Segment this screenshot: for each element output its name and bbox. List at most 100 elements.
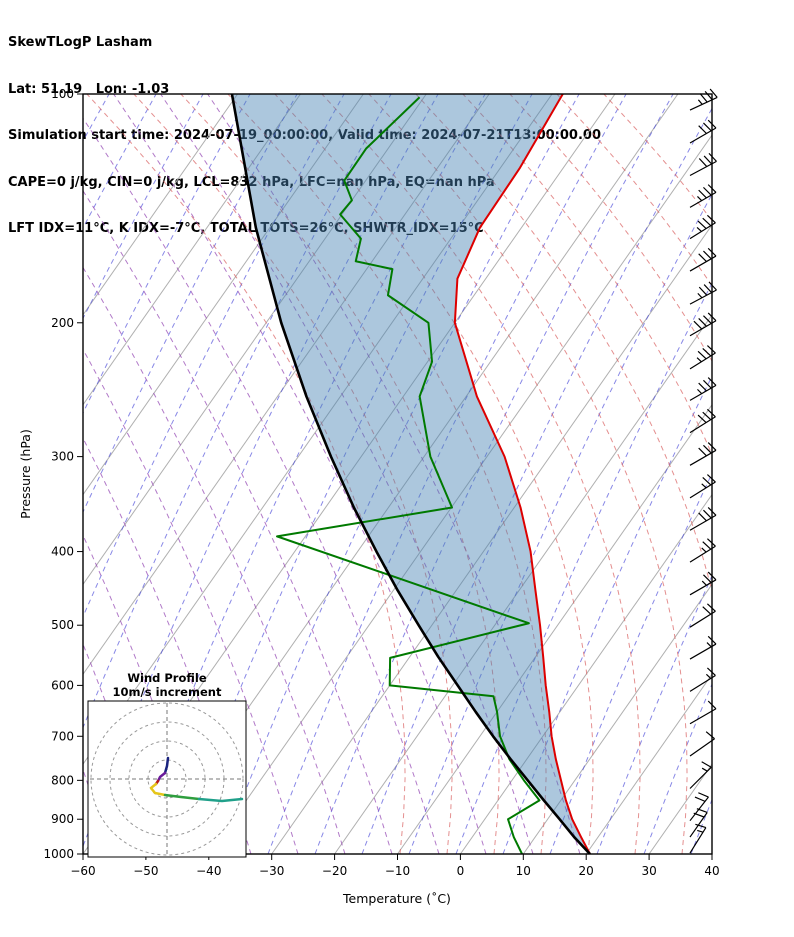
isotherm-line [522, 583, 712, 854]
dry-adiabat-line [83, 266, 346, 854]
wind-barb [689, 88, 718, 111]
wind-barb [689, 700, 717, 725]
mixing-ratio-line [220, 94, 580, 854]
isotherm-line [83, 94, 490, 676]
mixing-ratio-line [83, 94, 204, 320]
wind-profile-inset: Wind Profile 10m/s increment [87, 671, 247, 858]
y-tick-label: 600 [51, 678, 74, 692]
x-tick-label: 40 [704, 864, 719, 878]
mixing-ratio-line [83, 94, 251, 415]
mixing-ratio-line [502, 375, 712, 854]
mixing-ratio-line [690, 798, 712, 854]
mixing-ratio-line [83, 94, 157, 229]
wind-barb [689, 377, 717, 401]
wind-barb [689, 731, 715, 757]
moist-adiabat-line [368, 94, 688, 854]
x-tick-label: −20 [322, 864, 347, 878]
x-tick-label: 0 [457, 864, 465, 878]
x-tick-label: −30 [259, 864, 284, 878]
parcel-environment-shading [231, 94, 590, 854]
wind-barb [689, 345, 716, 370]
isotherm-line [83, 94, 239, 316]
temperature-curve [453, 94, 591, 854]
mixing-ratio-line [455, 282, 712, 854]
dry-adiabat-line [83, 189, 393, 854]
isotherm-line [83, 94, 427, 586]
y-tick-label: 1000 [43, 847, 74, 861]
x-tick-label: 10 [516, 864, 531, 878]
wind-barb-column [689, 88, 718, 854]
moist-adiabat-line [86, 94, 406, 854]
mixing-ratio-line [361, 107, 712, 854]
axes: −60 −50 −40 −30 −20 −10 0 10 20 30 40 100 200 300 400 5… [43, 87, 719, 878]
wind-barb [689, 823, 707, 854]
wind-barb [689, 408, 716, 434]
wind-barb [689, 667, 716, 692]
inset-subtitle: 10m/s increment [113, 685, 222, 699]
hodograph-ring [90, 702, 244, 856]
isotherm-line [334, 313, 712, 854]
y-tick-label: 200 [51, 316, 74, 330]
wind-barb [689, 603, 716, 628]
y-tick-label: 300 [51, 450, 74, 464]
x-tick-label: 20 [579, 864, 594, 878]
parcel-curve [230, 94, 591, 854]
mixing-ratio-line [643, 682, 712, 854]
moist-adiabat-line [274, 94, 594, 854]
y-tick-label: 500 [51, 618, 74, 632]
dry-adiabat-line [83, 437, 252, 854]
x-tick-label: 30 [641, 864, 656, 878]
dry-adiabat-line [113, 94, 487, 854]
wind-barb [689, 635, 717, 660]
moist-adiabat-line [133, 94, 453, 854]
mixing-ratio-line [596, 574, 712, 854]
wind-barb [689, 281, 717, 305]
isotherm-line [711, 853, 712, 854]
dry-adiabat-line [83, 348, 299, 854]
wind-barb [689, 214, 716, 240]
location-line: Lat: 51.19 Lon: -1.03 [8, 81, 170, 97]
y-tick-label: 400 [51, 545, 74, 559]
moist-adiabat-line [603, 94, 712, 222]
mixing-ratio-line [549, 472, 712, 854]
wind-barb [689, 761, 712, 789]
moist-adiabat-line [227, 94, 547, 854]
isotherm-line [459, 493, 712, 854]
wind-barb [689, 442, 717, 466]
y-tick-label: 900 [51, 812, 74, 826]
dry-adiabat-line [160, 94, 534, 854]
dry-adiabat-line [83, 117, 440, 854]
hodograph-trace-segment [149, 782, 167, 797]
hodograph-trace-segment [156, 771, 167, 783]
isotherm-line [648, 763, 712, 854]
mixing-ratio-line [83, 94, 298, 514]
y-tick-label: 100 [51, 87, 74, 101]
time-line: Simulation start time: 2024-07-19_00:00:… [8, 128, 601, 143]
wind-barb [689, 507, 717, 531]
wind-barb [689, 792, 709, 822]
header-block: SkewTLogP Lasham Lat: 51.19 Lon: -1.03 S… [8, 4, 601, 252]
wind-barb [689, 152, 717, 177]
wind-barb [689, 184, 717, 208]
moist-adiabat-line [556, 94, 712, 287]
sounding-curves [230, 94, 591, 854]
hodograph-trace-segment [163, 793, 201, 801]
x-tick-label: −10 [385, 864, 410, 878]
mixing-ratio-line [314, 94, 674, 854]
shaded-area [231, 94, 590, 854]
isotherm-line [83, 94, 301, 406]
isotherm-line [208, 134, 712, 854]
x-axis-label: Temperature (˚C) [342, 891, 451, 906]
wind-barb [689, 474, 716, 499]
y-tick-label: 800 [51, 773, 74, 787]
wind-barb [689, 808, 708, 838]
moist-adiabat-line [415, 94, 712, 593]
x-tick-label: −40 [196, 864, 221, 878]
dry-adiabat-line [207, 94, 581, 854]
indices-line-1: CAPE=0 j/kg, CIN=0 j/kg, LCL=832 hPa, LF… [8, 174, 495, 190]
y-axis-label: Pressure (hPa) [18, 429, 33, 519]
wind-barb [689, 538, 716, 563]
isotherm-line [585, 673, 712, 854]
hodograph-trace-segment [163, 756, 170, 775]
